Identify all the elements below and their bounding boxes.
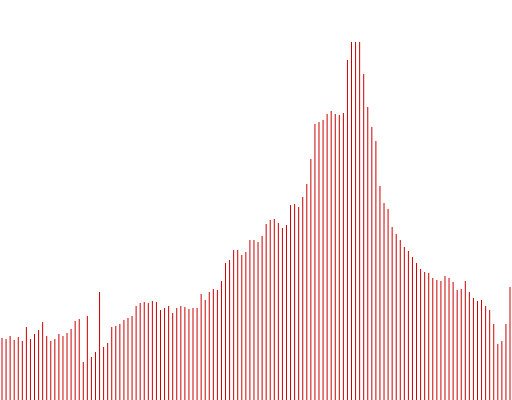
bar-series xyxy=(1,42,511,400)
